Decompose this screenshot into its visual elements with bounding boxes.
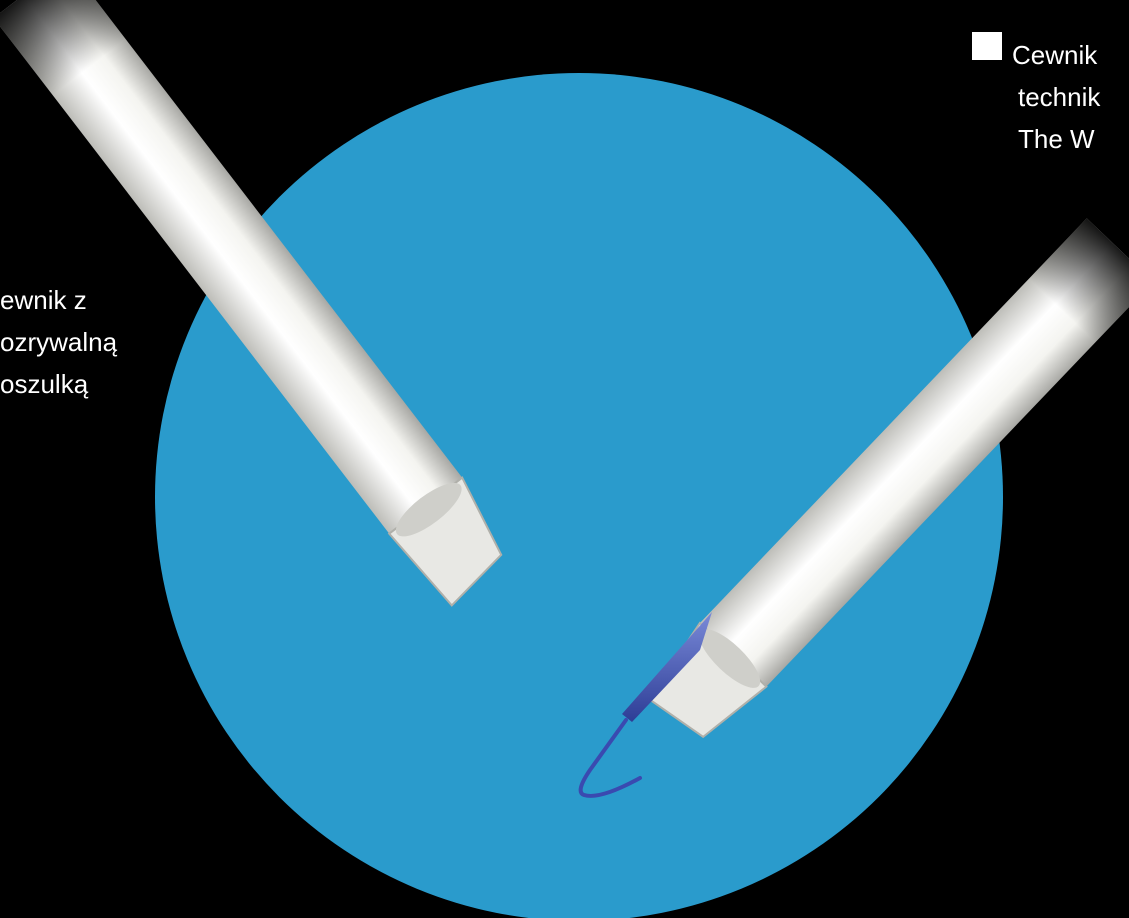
blue-circle [155, 73, 1003, 918]
bullet [972, 32, 1002, 60]
guide-wire [578, 718, 642, 798]
label-line: oszulką [0, 369, 89, 399]
label-line: ozrywalną [0, 327, 118, 357]
label-line: technik [1018, 82, 1101, 112]
label-line: ewnik z [0, 285, 87, 315]
label-line: The W [1018, 124, 1095, 154]
sheath [622, 612, 712, 722]
left-label: ewnik z ozrywalną oszulką [0, 279, 117, 405]
right-label: Cewnik technik The W [1012, 34, 1100, 160]
left-catheter [0, 0, 503, 607]
label-line: Cewnik [1012, 40, 1098, 70]
right-catheter [647, 218, 1129, 739]
